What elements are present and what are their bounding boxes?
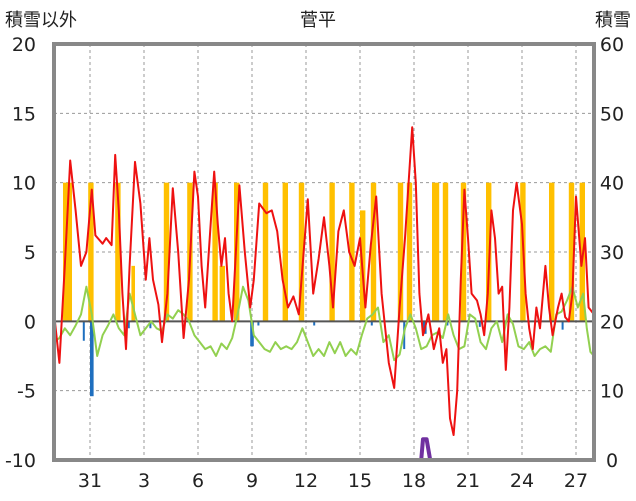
left-tick-label: -5	[17, 381, 36, 403]
left-tick-label: -10	[5, 450, 36, 472]
precipitation-bar	[250, 321, 254, 347]
sunshine-bar	[549, 182, 555, 322]
sunshine-bar	[406, 182, 413, 322]
sunshine-bar	[442, 182, 449, 322]
x-tick-label: 18	[402, 470, 426, 492]
x-tick-label: 21	[456, 470, 480, 492]
sunshine-bar	[219, 265, 225, 322]
x-tick-label: 24	[510, 470, 534, 492]
left-tick-label: 10	[12, 173, 36, 195]
left-tick-label: 0	[24, 311, 36, 333]
sunshine-bar	[349, 182, 355, 322]
left-axis-title: 積雪以外	[5, 10, 77, 31]
sunshine-bar	[370, 182, 377, 322]
right-tick-label: 0	[606, 450, 618, 472]
sunshine-bar	[63, 182, 72, 322]
left-tick-label: 15	[12, 103, 36, 125]
precipitation-bar	[82, 321, 85, 341]
right-tick-label: 10	[600, 381, 624, 403]
sunshine-bar	[282, 182, 288, 322]
sunshine-bar	[131, 265, 135, 322]
left-tick-label: 5	[24, 242, 36, 264]
x-axis-ticks: 31 3 6 9 12 15 18 21 24 27	[78, 470, 588, 492]
sunshine-bar	[298, 182, 305, 322]
right-tick-label: 60	[600, 34, 624, 56]
plot-frame	[52, 42, 596, 462]
left-axis-ticks: 20 15 10 5 0 -5 -10	[5, 34, 36, 472]
right-tick-label: 40	[600, 173, 624, 195]
chart-title: 菅平	[300, 10, 336, 31]
right-tick-label: 50	[600, 103, 624, 125]
precipitation-bar	[257, 321, 260, 326]
sunshine-bar	[397, 182, 404, 322]
sunshine-bar	[88, 182, 94, 322]
temperature-line	[53, 126, 595, 436]
right-tick-label: 20	[600, 311, 624, 333]
x-tick-label: 31	[78, 470, 102, 492]
sunshine-bar	[460, 182, 467, 322]
right-axis-ticks: 60 50 40 30 20 10 0	[600, 34, 624, 472]
sunshine-bar	[568, 182, 575, 322]
x-tick-label: 15	[348, 470, 372, 492]
x-tick-label: 6	[192, 470, 204, 492]
sunshine-bar	[329, 182, 335, 322]
x-tick-label: 9	[246, 470, 258, 492]
right-tick-label: 30	[600, 242, 624, 264]
precipitation-bar	[478, 321, 481, 327]
precipitation-bar	[561, 321, 564, 330]
sunshine-bar	[432, 182, 440, 322]
precipitation-bar	[370, 321, 373, 326]
right-axis-title: 積雪	[595, 10, 631, 31]
precipitation-bar	[149, 321, 152, 329]
precipitation-bar	[90, 321, 94, 397]
precipitation-bar	[313, 321, 316, 326]
sunshine-bar	[163, 182, 170, 322]
sunshine-bar	[262, 182, 269, 322]
sunshine-bar	[115, 182, 121, 322]
precipitation-bar	[127, 321, 130, 329]
x-tick-label: 3	[138, 470, 150, 492]
precipitation-bar	[446, 321, 449, 326]
left-tick-label: 20	[12, 34, 36, 56]
x-tick-label: 12	[294, 470, 318, 492]
x-tick-label: 27	[564, 470, 588, 492]
sunshine-bar	[212, 182, 218, 322]
